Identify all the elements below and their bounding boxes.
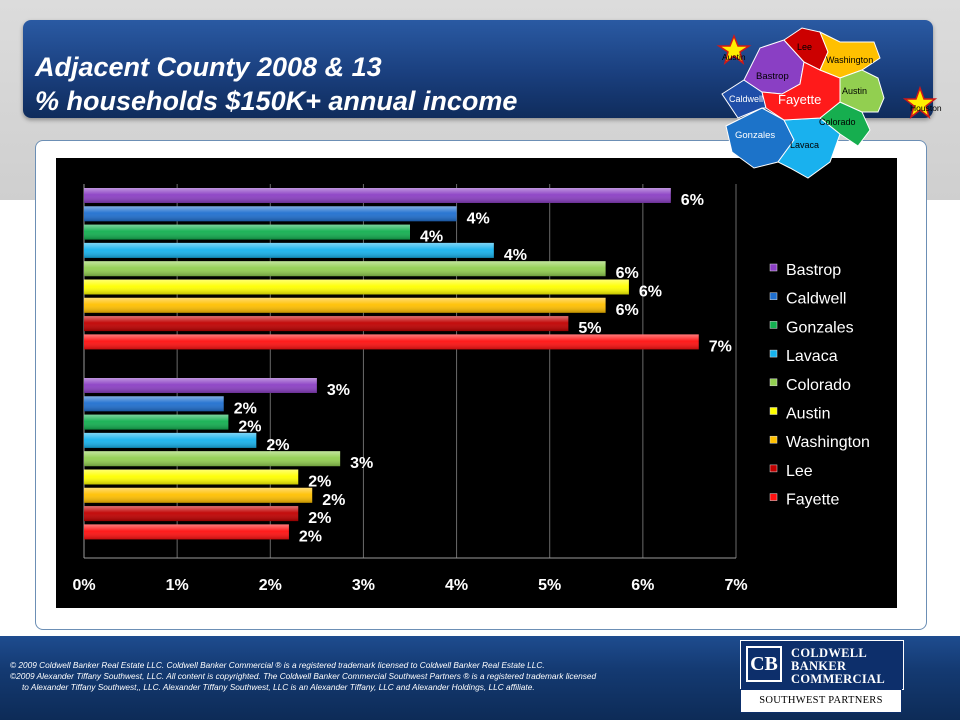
- map-label-austin-county: Austin: [842, 86, 867, 96]
- bar-shade: [84, 279, 629, 295]
- data-labels: 6% 3% 4% 2% 4% 2% 4% 2% 6% 3% 6% 2% 6% 2% 5% 2% 7% 2%: [234, 192, 732, 545]
- logo-line2: BANKER: [791, 659, 847, 673]
- legend-label: Gonzales: [786, 319, 854, 336]
- data-label: 6%: [681, 192, 704, 209]
- bar-shade: [84, 334, 699, 350]
- bar-shade: [84, 451, 341, 467]
- legend-label: Lee: [786, 463, 813, 480]
- county-map: Austin Houston Bastrop Lee Washington Ca…: [716, 27, 942, 179]
- footer-copyright: © 2009 Coldwell Banker Real Estate LLC. …: [10, 660, 735, 693]
- footer-line2: ©2009 Alexander Tiffany Southwest, LLC. …: [10, 671, 597, 681]
- legend-swatch: [769, 464, 778, 473]
- bar-shade: [84, 396, 224, 412]
- data-label: 2%: [266, 437, 289, 454]
- data-label: 7%: [709, 338, 732, 355]
- bar-shade: [84, 316, 569, 332]
- data-label: 2%: [238, 419, 261, 436]
- logo-box: CB COLDWELL BANKER COMMERCIAL: [740, 640, 904, 690]
- data-label: 6%: [616, 302, 639, 319]
- map-star-houston: [902, 85, 938, 119]
- cb-logo-mark: CB: [746, 646, 782, 682]
- map-label-caldwell: Caldwell: [729, 94, 763, 104]
- legend-label: Bastrop: [786, 262, 841, 279]
- legend-swatch: [769, 435, 778, 444]
- legend-swatch: [769, 493, 778, 501]
- legend-swatch: [769, 263, 778, 272]
- data-label: 6%: [616, 265, 639, 282]
- data-label: 4%: [467, 210, 490, 227]
- bar-shade: [84, 469, 299, 485]
- x-tick-label: 2%: [259, 577, 282, 594]
- legend-swatch: [769, 407, 778, 415]
- x-tick-label: 4%: [445, 577, 468, 594]
- map-label-austin-city: Austin: [722, 52, 746, 62]
- x-axis-ticks: 0% 1% 2% 3% 4% 5% 6% 7%: [72, 577, 747, 594]
- bar-shade: [84, 432, 257, 448]
- map-label-lavaca: Lavaca: [790, 140, 819, 150]
- map-star-austin: [716, 33, 752, 65]
- data-label: 4%: [504, 247, 527, 264]
- bar-shade: [84, 524, 289, 540]
- map-label-washington: Washington: [826, 55, 873, 65]
- data-label: 2%: [299, 528, 322, 545]
- bar-chart: 6% 3% 4% 2% 4% 2% 4% 2% 6% 3% 6% 2% 6% 2% 5% 2% 7% 2% 0% 1…: [56, 158, 897, 608]
- bar-shade: [84, 414, 229, 430]
- data-label: 2%: [308, 474, 331, 491]
- data-label: 2%: [234, 400, 257, 417]
- bar-shade: [84, 224, 410, 240]
- bar-shade: [84, 242, 494, 258]
- bar-shade: [84, 487, 313, 503]
- bars: [84, 188, 699, 540]
- bar-shade: [84, 206, 457, 222]
- x-tick-label: 1%: [166, 577, 189, 594]
- slide-title-line2: % households $150K+ annual income: [35, 86, 518, 116]
- slide-title-line1: Adjacent County 2008 & 13: [35, 52, 382, 82]
- data-label: 5%: [578, 320, 601, 337]
- footer-line1: © 2009 Coldwell Banker Real Estate LLC. …: [10, 660, 545, 670]
- data-label: 6%: [639, 284, 662, 301]
- bar-shade: [84, 378, 317, 393]
- legend-swatch: [769, 378, 778, 387]
- logo-line1: COLDWELL: [791, 646, 868, 660]
- legend-label: Caldwell: [786, 291, 846, 308]
- logo-tagline: SOUTHWEST PARTNERS: [740, 689, 902, 713]
- bar-shade: [84, 188, 671, 203]
- map-label-gonzales: Gonzales: [735, 130, 775, 141]
- legend-label: Colorado: [786, 377, 851, 394]
- legend: Bastrop Caldwell Gonzales Lavaca Colorado Aus…: [769, 262, 870, 509]
- legend-label: Fayette: [786, 492, 839, 509]
- logo-line3: COMMERCIAL: [791, 672, 885, 686]
- x-tick-label: 6%: [631, 577, 654, 594]
- map-county-austin: [839, 69, 885, 113]
- map-label-houston-city: Houston: [910, 103, 942, 113]
- x-tick-label: 0%: [72, 577, 95, 594]
- map-label-bastrop: Bastrop: [756, 71, 789, 82]
- data-label: 2%: [308, 510, 331, 527]
- slide-title: Adjacent County 2008 & 13 % households $…: [35, 50, 517, 118]
- bar-shade: [84, 261, 606, 277]
- bar-shade: [84, 506, 299, 522]
- data-label: 3%: [350, 455, 373, 472]
- legend-swatch: [769, 349, 778, 358]
- x-tick-label: 7%: [724, 577, 747, 594]
- coldwell-banker-logo: CB COLDWELL BANKER COMMERCIAL SOUTHWEST …: [740, 640, 904, 714]
- footer-line3: to Alexander Tiffany Southwest,, LLC. Al…: [22, 682, 535, 692]
- bar-shade: [84, 297, 606, 313]
- x-tick-label: 3%: [352, 577, 375, 594]
- legend-label: Austin: [786, 406, 830, 423]
- x-tick-label: 5%: [538, 577, 561, 594]
- legend-swatch: [769, 321, 778, 329]
- legend-swatch: [769, 292, 778, 300]
- map-label-colorado: Colorado: [819, 117, 856, 127]
- legend-label: Washington: [786, 434, 870, 451]
- data-label: 2%: [322, 492, 345, 509]
- map-label-lee: Lee: [797, 42, 812, 52]
- map-label-fayette: Fayette: [778, 92, 821, 107]
- legend-label: Lavaca: [786, 348, 838, 365]
- data-label: 4%: [420, 229, 443, 246]
- data-label: 3%: [327, 382, 350, 399]
